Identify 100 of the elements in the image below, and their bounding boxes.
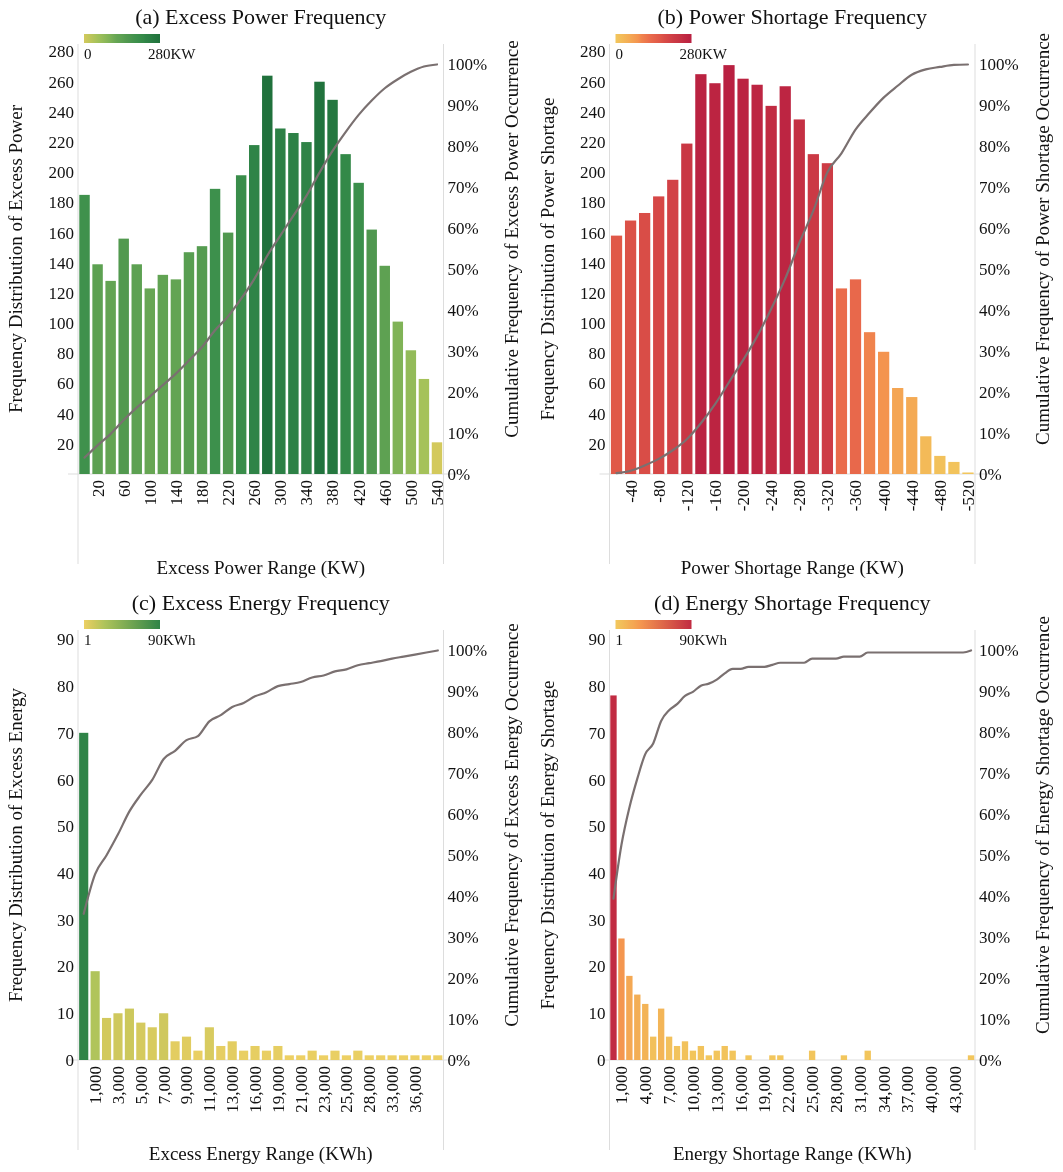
bar bbox=[967, 1055, 975, 1060]
y2-tick-label: 10% bbox=[447, 423, 479, 443]
x-tick-label: 7,000 bbox=[154, 1066, 174, 1105]
bar bbox=[793, 119, 805, 474]
bar bbox=[387, 1055, 397, 1060]
y2-tick-label: 90% bbox=[447, 682, 479, 702]
bar bbox=[849, 279, 862, 474]
y-tick-label: 120 bbox=[580, 283, 606, 303]
bar bbox=[379, 265, 390, 474]
bar bbox=[431, 442, 443, 474]
bar bbox=[92, 264, 103, 474]
y-tick-label: 260 bbox=[48, 72, 74, 92]
y2-tick-label: 30% bbox=[979, 342, 1011, 362]
x-tick-label: 28,000 bbox=[360, 1066, 380, 1113]
bar bbox=[657, 1008, 665, 1060]
bar bbox=[366, 229, 377, 474]
x-tick-label: -400 bbox=[874, 480, 894, 512]
x-tick-label: 3,000 bbox=[108, 1066, 128, 1105]
y-tick-label: 180 bbox=[580, 193, 606, 213]
x-tick-label: 10,000 bbox=[683, 1066, 703, 1113]
y-tick-label: 60 bbox=[57, 770, 74, 790]
bar bbox=[235, 175, 247, 474]
y-tick-label: 80 bbox=[588, 677, 606, 697]
y-tick-label: 90 bbox=[57, 630, 74, 650]
y-axis-title: Frequency Distribution of Power Shortage bbox=[536, 97, 558, 421]
y2-tick-label: 80% bbox=[447, 137, 479, 157]
y-tick-label: 280 bbox=[580, 42, 606, 62]
bar bbox=[765, 105, 777, 474]
bar bbox=[262, 75, 273, 474]
y-tick-label: 20 bbox=[588, 434, 606, 454]
x-tick-label: 19,000 bbox=[755, 1066, 775, 1113]
y-tick-label: 80 bbox=[57, 677, 74, 697]
y2-tick-label: 100% bbox=[979, 55, 1019, 75]
bar bbox=[709, 83, 721, 474]
y2-tick-label: 50% bbox=[447, 260, 479, 280]
y-tick-label: 120 bbox=[48, 283, 74, 303]
annotation: 0 bbox=[615, 46, 623, 62]
bar bbox=[398, 1055, 409, 1060]
bar bbox=[934, 455, 946, 474]
y2-tick-label: 30% bbox=[447, 928, 479, 948]
bar bbox=[948, 461, 960, 474]
bar bbox=[392, 321, 404, 474]
x-tick-label: -480 bbox=[930, 480, 950, 512]
bar bbox=[863, 332, 876, 474]
x-tick-label: -240 bbox=[762, 480, 782, 512]
annotation: 0 bbox=[84, 46, 92, 62]
y-tick-label: 200 bbox=[48, 163, 74, 183]
chart-title: (a) Excess Power Frequency bbox=[135, 4, 387, 29]
annotation: 280KW bbox=[679, 46, 728, 62]
y-tick-label: 240 bbox=[580, 102, 606, 122]
y-tick-label: 160 bbox=[580, 223, 606, 243]
bar bbox=[689, 1050, 697, 1060]
x-tick-label: 25,000 bbox=[803, 1066, 823, 1113]
y2-tick-label: 90% bbox=[979, 96, 1011, 116]
bar bbox=[376, 1055, 386, 1060]
x-tick-label: -120 bbox=[677, 480, 697, 512]
y2-tick-label: 90% bbox=[447, 96, 479, 116]
y2-tick-label: 80% bbox=[979, 723, 1011, 743]
y-tick-label: 60 bbox=[57, 374, 74, 394]
y2-tick-label: 20% bbox=[979, 969, 1011, 989]
bar bbox=[364, 1055, 374, 1060]
chart-title: (c) Excess Energy Frequency bbox=[131, 590, 390, 615]
y2-tick-label: 20% bbox=[447, 969, 479, 989]
y2-tick-label: 0% bbox=[447, 464, 471, 484]
bar bbox=[314, 81, 325, 474]
bar bbox=[170, 279, 182, 474]
x-tick-label: 220 bbox=[219, 480, 239, 506]
bar bbox=[653, 196, 665, 474]
y2-tick-label: 10% bbox=[979, 423, 1011, 443]
bar bbox=[239, 1050, 249, 1060]
bar bbox=[864, 1050, 871, 1060]
y2-tick-label: 70% bbox=[447, 178, 479, 198]
bar bbox=[673, 1045, 681, 1060]
y-tick-label: 140 bbox=[48, 253, 74, 273]
y-tick-label: 240 bbox=[48, 102, 74, 122]
bar bbox=[79, 194, 90, 474]
x-axis-title: Excess Energy Range (KWh) bbox=[148, 1143, 373, 1165]
chart-title: (d) Energy Shortage Frequency bbox=[654, 590, 931, 615]
bar bbox=[136, 1022, 146, 1060]
y-tick-label: 40 bbox=[57, 404, 74, 424]
bar bbox=[181, 1036, 192, 1060]
bar bbox=[124, 1008, 134, 1060]
bar bbox=[737, 78, 749, 474]
bar bbox=[284, 1055, 294, 1060]
bar bbox=[144, 288, 156, 474]
bar bbox=[157, 274, 169, 474]
x-tick-label: 140 bbox=[166, 480, 186, 506]
y-tick-label: 40 bbox=[57, 863, 74, 883]
bar bbox=[307, 1050, 317, 1060]
x-axis-title: Excess Power Range (KW) bbox=[156, 557, 365, 579]
x-tick-label: -440 bbox=[902, 480, 922, 512]
bar bbox=[101, 1017, 112, 1060]
line-series bbox=[82, 649, 439, 915]
bar bbox=[433, 1055, 443, 1060]
x-tick-label: 23,000 bbox=[314, 1066, 334, 1113]
y-tick-label: 280 bbox=[48, 42, 74, 62]
y2-tick-label: 80% bbox=[447, 723, 479, 743]
bar bbox=[131, 264, 142, 474]
x-tick-label: 33,000 bbox=[383, 1066, 403, 1113]
bar bbox=[79, 732, 89, 1060]
